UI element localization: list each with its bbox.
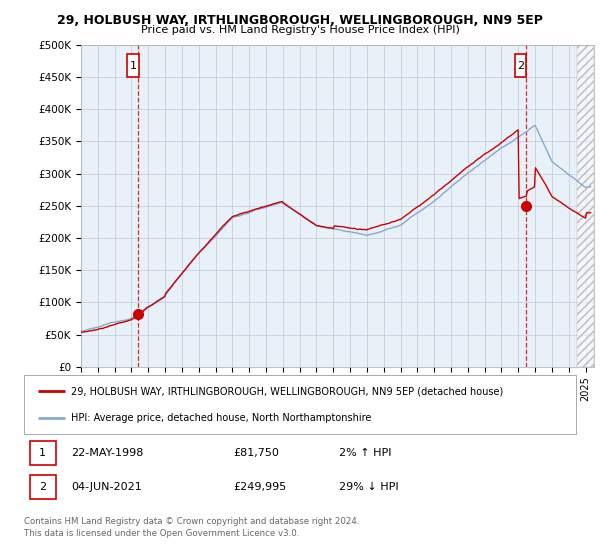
Text: 1: 1	[39, 448, 46, 458]
Text: 29, HOLBUSH WAY, IRTHLINGBOROUGH, WELLINGBOROUGH, NN9 5EP: 29, HOLBUSH WAY, IRTHLINGBOROUGH, WELLIN…	[57, 14, 543, 27]
Text: £249,995: £249,995	[234, 482, 287, 492]
FancyBboxPatch shape	[29, 441, 56, 465]
Text: 29% ↓ HPI: 29% ↓ HPI	[338, 482, 398, 492]
FancyBboxPatch shape	[127, 54, 139, 77]
Text: 29, HOLBUSH WAY, IRTHLINGBOROUGH, WELLINGBOROUGH, NN9 5EP (detached house): 29, HOLBUSH WAY, IRTHLINGBOROUGH, WELLIN…	[71, 386, 503, 396]
Text: £81,750: £81,750	[234, 448, 280, 458]
Text: 2: 2	[517, 60, 524, 71]
Text: 22-MAY-1998: 22-MAY-1998	[71, 448, 143, 458]
Text: 2: 2	[39, 482, 46, 492]
Text: 04-JUN-2021: 04-JUN-2021	[71, 482, 142, 492]
Text: This data is licensed under the Open Government Licence v3.0.: This data is licensed under the Open Gov…	[24, 529, 299, 538]
Text: Contains HM Land Registry data © Crown copyright and database right 2024.: Contains HM Land Registry data © Crown c…	[24, 516, 359, 526]
Text: 2% ↑ HPI: 2% ↑ HPI	[338, 448, 391, 458]
Text: Price paid vs. HM Land Registry's House Price Index (HPI): Price paid vs. HM Land Registry's House …	[140, 25, 460, 35]
FancyBboxPatch shape	[29, 475, 56, 500]
Text: 1: 1	[130, 60, 136, 71]
Text: HPI: Average price, detached house, North Northamptonshire: HPI: Average price, detached house, Nort…	[71, 413, 371, 423]
FancyBboxPatch shape	[515, 54, 526, 77]
